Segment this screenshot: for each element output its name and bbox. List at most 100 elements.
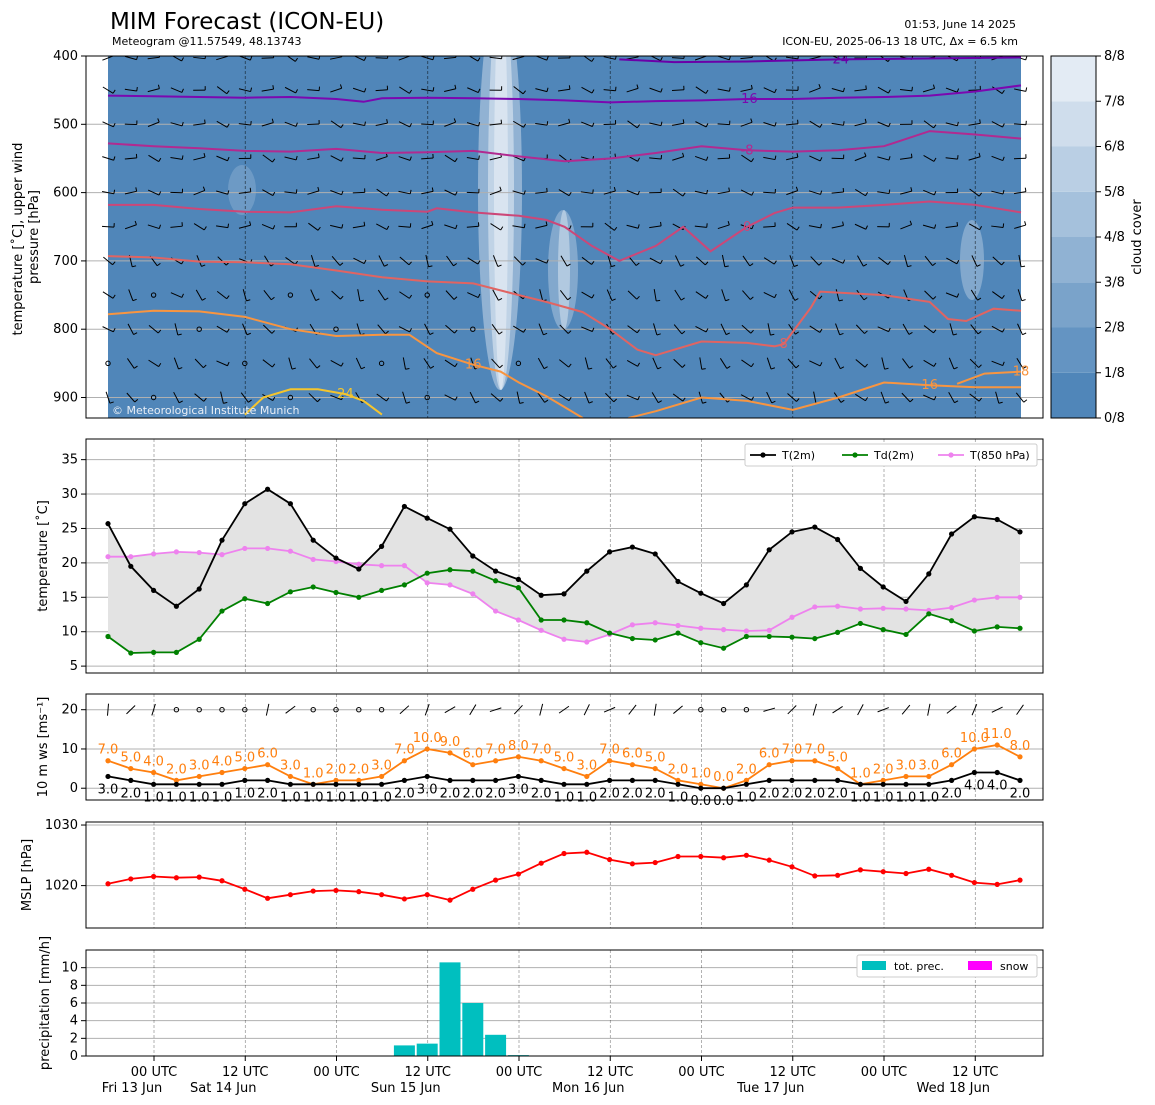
wind-barb	[444, 121, 456, 127]
time-tick-label: 00 UTC	[131, 1065, 177, 1080]
wind-barb	[261, 57, 274, 59]
wind-barb-flag	[181, 57, 185, 62]
wind-barb	[968, 223, 980, 231]
mslp-point	[675, 853, 681, 860]
wind-barb	[901, 704, 911, 715]
wind-barb-flag	[863, 263, 868, 267]
pressure-tick-label: 900	[53, 391, 78, 406]
location-subtitle: Meteogram @11.57549, 48.13743	[112, 35, 302, 48]
wind-barb-flag	[704, 261, 709, 266]
gust-point	[173, 777, 179, 783]
t850-point	[128, 554, 134, 560]
wind-barb	[307, 56, 320, 60]
gust-point	[538, 758, 544, 764]
wind-barb	[968, 156, 981, 161]
wind-barb	[124, 157, 137, 160]
wind-barb	[831, 258, 844, 264]
wind-barb	[924, 255, 933, 266]
wind-barb-flag	[933, 362, 937, 367]
ws-value-label: 2.0	[462, 786, 483, 801]
wind-barb	[285, 257, 296, 265]
wind-barb	[307, 123, 320, 126]
wind-barb	[766, 357, 772, 370]
t2m-point	[538, 592, 544, 598]
gust-value-label: 7.0	[485, 743, 506, 758]
wind-barb	[991, 121, 1003, 128]
t2m-point	[242, 501, 248, 507]
wind-barb	[193, 189, 205, 196]
wind-barb	[877, 86, 889, 94]
wind-barb-flag	[568, 191, 572, 196]
wind-barb-flag	[364, 121, 366, 126]
gust-value-label: 4.0	[143, 755, 164, 770]
mslp-point	[310, 888, 316, 894]
isotherm--24	[619, 56, 1022, 64]
wind-barb	[674, 289, 682, 301]
wind-barb-flag	[660, 56, 663, 61]
calm-circle	[720, 707, 727, 713]
wind-barb	[581, 291, 593, 299]
wind-barb-flag	[546, 56, 549, 61]
wind-barb-flag	[1002, 156, 1005, 161]
calm-circle	[698, 707, 704, 713]
date-tick-label: Mon 16 Jun	[552, 1081, 625, 1096]
wind-barb-flag	[773, 260, 777, 265]
gust-point	[607, 758, 613, 764]
wind-barb	[468, 56, 479, 62]
td2m-point	[515, 585, 522, 591]
wind-barb-flag	[112, 294, 116, 299]
ws-value-label: 2.0	[645, 786, 666, 801]
wind-barb-flag	[979, 119, 981, 124]
wind-barb	[489, 56, 502, 60]
wind-barb-flag	[477, 260, 481, 265]
wind-barb-flag	[933, 157, 937, 162]
colorbar-step	[1051, 191, 1096, 237]
wind-barb	[398, 225, 411, 228]
wind-barb-flag	[793, 264, 799, 267]
wind-barb-flag	[249, 221, 252, 226]
calm-circle	[356, 707, 362, 713]
wind-barb-flag	[454, 396, 458, 401]
colorbar-tick-label: 1/8	[1104, 366, 1125, 381]
wind-barb-flag	[1002, 123, 1005, 128]
wind-barb-flag	[725, 299, 730, 302]
wind-barb-flag	[272, 225, 276, 230]
ws-value-label: 2.0	[827, 786, 848, 801]
wind-barb-flag	[113, 189, 116, 194]
wind-barb	[1013, 157, 1027, 160]
wind-barb	[899, 157, 913, 160]
wind-barb	[971, 255, 978, 267]
ws-value-label: 1.0	[143, 790, 164, 805]
calm-circle	[196, 707, 202, 713]
wind-barb-flag	[226, 295, 230, 300]
t850-point	[766, 627, 772, 633]
mslp-point	[766, 857, 772, 863]
t850-point	[151, 551, 157, 557]
gust-point	[105, 758, 111, 764]
wind-barb-flag	[681, 330, 686, 335]
wind-speed-point	[333, 781, 339, 787]
gust-point	[743, 777, 750, 783]
wind-barb	[673, 358, 683, 368]
wind-barb	[126, 705, 136, 715]
wind-barb-flag	[340, 157, 344, 162]
wind-barb	[786, 190, 798, 196]
t2m-point	[470, 553, 476, 559]
mslp-point	[424, 892, 430, 898]
gust-point	[994, 742, 1000, 748]
wind-barb-flag	[680, 297, 685, 301]
t2m-point	[857, 565, 864, 571]
t850-point	[447, 582, 453, 588]
wind-barb-flag	[956, 221, 959, 227]
wind-barb-flag	[405, 368, 410, 370]
wind-barb-flag	[295, 122, 298, 127]
wind-barb	[583, 56, 592, 62]
mslp-ylabel: MSLP [hPa]	[20, 839, 35, 911]
wind-barb	[740, 56, 753, 60]
wind-barb	[785, 56, 799, 60]
ws-value-label: 1.0	[668, 790, 689, 805]
td2m-point	[379, 587, 385, 594]
gust-point	[766, 762, 772, 768]
td2m-point	[310, 584, 316, 590]
wind-barb-flag	[724, 265, 729, 268]
